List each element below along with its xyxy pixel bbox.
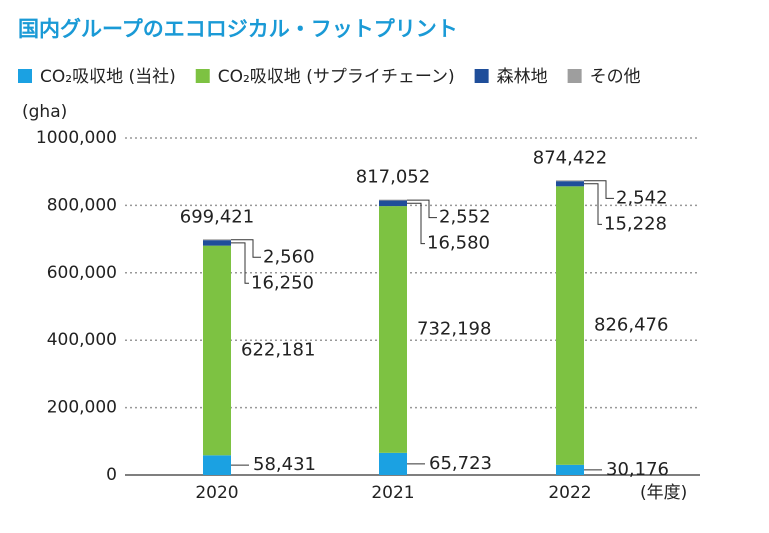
bar-segment — [379, 206, 407, 453]
x-tick-label: 2021 — [371, 483, 414, 503]
legend-swatch — [195, 69, 210, 83]
bar-segment — [379, 452, 407, 475]
leader-line — [407, 202, 425, 245]
legend-swatch — [18, 69, 32, 83]
y-axis-label: (gha) — [22, 102, 67, 122]
y-tick-label: 400,000 — [47, 330, 117, 350]
bar-segment — [379, 199, 407, 201]
legend-label: CO₂吸収地 (当社) — [40, 67, 176, 87]
legend-swatch — [474, 69, 489, 83]
y-tick-label: 600,000 — [47, 263, 117, 283]
data-label: 15,228 — [604, 213, 667, 234]
leader-line — [407, 199, 437, 219]
bar-segment — [556, 181, 584, 187]
bar-segment — [379, 200, 407, 207]
bar-segment — [556, 464, 584, 475]
data-label: 30,176 — [606, 459, 669, 480]
data-label: 2,552 — [439, 207, 491, 228]
chart-title: 国内グループのエコロジカル・フットプリント — [18, 17, 458, 41]
data-label: 58,431 — [253, 454, 316, 475]
bar-segment — [203, 239, 231, 241]
total-label: 817,052 — [356, 167, 430, 188]
total-label: 699,421 — [180, 206, 254, 227]
bar-segment — [203, 455, 231, 475]
data-label: 16,250 — [251, 272, 314, 293]
leader-line — [584, 183, 602, 225]
legend-swatch — [567, 69, 582, 83]
y-tick-label: 0 — [106, 465, 117, 485]
data-label: 2,542 — [616, 187, 668, 208]
y-tick-label: 800,000 — [47, 195, 117, 215]
x-axis-unit: (年度) — [640, 483, 687, 503]
y-tick-label: 200,000 — [47, 398, 117, 418]
data-label: 2,560 — [263, 246, 315, 267]
legend-label: CO₂吸収地 (サプライチェーン) — [218, 67, 455, 87]
bar-segment — [203, 245, 231, 456]
x-tick-label: 2022 — [548, 483, 591, 503]
data-label: 826,476 — [594, 315, 668, 336]
leader-line — [584, 180, 614, 199]
data-label: 65,723 — [429, 453, 492, 474]
legend-label: その他 — [590, 67, 641, 87]
total-label: 874,422 — [533, 147, 607, 168]
data-label: 732,198 — [417, 318, 491, 339]
x-tick-label: 2020 — [195, 483, 238, 503]
legend-label: 森林地 — [497, 67, 548, 87]
y-tick-label: 1000,000 — [36, 128, 117, 148]
bar-segment — [203, 240, 231, 246]
bar-segment — [556, 180, 584, 182]
leader-line — [231, 242, 249, 284]
bar-segment — [556, 186, 584, 465]
data-label: 622,181 — [241, 339, 315, 360]
data-label: 16,580 — [427, 233, 490, 254]
leader-line — [231, 239, 261, 258]
